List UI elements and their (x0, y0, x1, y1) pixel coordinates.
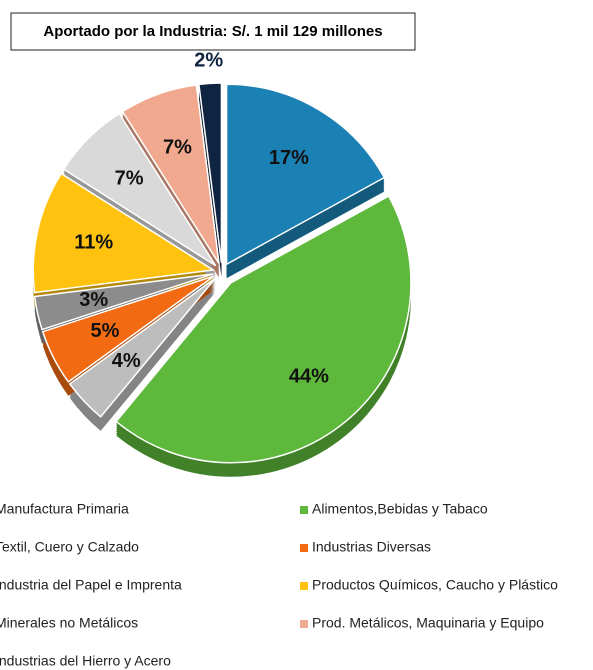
legend-swatch (300, 544, 308, 552)
slice (115, 195, 412, 464)
slice (41, 275, 215, 383)
data-label: 11% (74, 232, 113, 254)
data-label: 4% (112, 350, 141, 372)
legend: Manufactura Primaria Alimentos,Bebidas y … (0, 501, 558, 669)
legend-label: Manufactura Primaria (0, 501, 129, 517)
legend-swatch (300, 582, 308, 590)
slice (121, 84, 220, 264)
legend-label: Industrias Diversas (312, 539, 431, 555)
slice (198, 82, 223, 264)
legend-label: Industria del Papel e Imprenta (0, 577, 182, 593)
slice (68, 277, 217, 418)
legend-label: Minerales no Metálicos (0, 615, 138, 631)
data-label: 3% (79, 289, 108, 311)
legend-label: Productos Químicos, Caucho y Plástico (312, 577, 558, 593)
data-label: 44% (289, 365, 329, 387)
data-label: 5% (90, 320, 119, 342)
slice (62, 112, 217, 267)
data-label: 2% (194, 50, 223, 72)
legend-label: Industrias del Hierro y Acero (0, 653, 171, 669)
slice (32, 172, 216, 294)
legend-label: Alimentos,Bebidas y Tabaco (312, 501, 488, 517)
legend-label: Textil, Cuero y Calzado (0, 539, 139, 555)
legend-swatch (300, 620, 308, 628)
legend-swatch (300, 506, 308, 514)
slice (225, 83, 386, 266)
data-label: 7% (163, 137, 192, 159)
slice (33, 273, 214, 331)
data-label: 7% (115, 167, 144, 189)
title-box (10, 12, 416, 51)
pie: 17% 44% 4% 5% 3% 11% 7% 7% 2% (32, 50, 412, 477)
data-label: 17% (269, 147, 309, 169)
legend-label: Prod. Metálicos, Maquinaria y Equipo (312, 615, 544, 631)
chart-title: Aportado por la Industria: S/. 1 mil 129… (43, 23, 382, 40)
